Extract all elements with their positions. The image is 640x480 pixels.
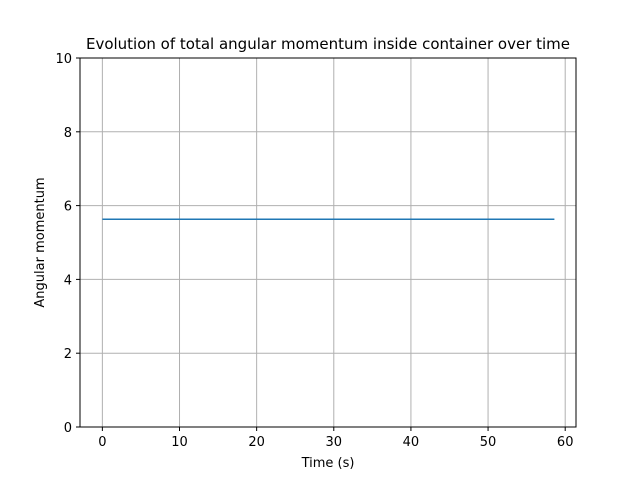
y-tick-label: 2 [64, 347, 72, 362]
plot-frame [79, 57, 577, 428]
y-tick-label: 4 [64, 273, 72, 288]
x-tick-label: 0 [98, 435, 106, 450]
y-tick-label: 10 [55, 52, 72, 67]
grid [80, 57, 576, 428]
x-tick-label: 10 [171, 435, 188, 450]
x-axis-label: Time (s) [301, 456, 355, 471]
chart-title: Evolution of total angular momentum insi… [86, 35, 570, 53]
y-tick-label: 6 [64, 200, 72, 215]
x-tick-label: 30 [326, 435, 343, 450]
x-tick-label: 40 [403, 435, 420, 450]
x-tick-label: 20 [248, 435, 265, 450]
x-tick-label: 50 [480, 435, 497, 450]
y-tick-label: 8 [64, 126, 72, 141]
y-axis-label: Angular momentum [33, 177, 48, 307]
x-tick-label: 60 [557, 435, 574, 450]
y-tick-label: 0 [64, 421, 72, 436]
ticks: 0 10 20 30 40 50 60 0 2 4 6 8 10 [55, 52, 573, 450]
